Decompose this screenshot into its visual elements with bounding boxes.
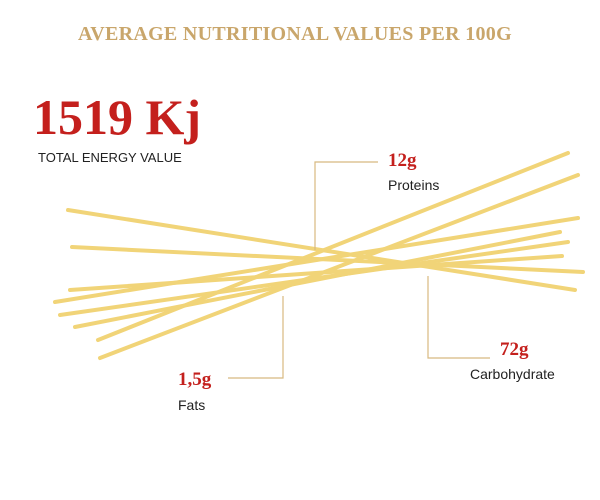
nutrient-label: Proteins xyxy=(388,177,439,193)
nutrient-label: Fats xyxy=(178,397,205,413)
nutrient-value: 1,5g xyxy=(178,369,212,390)
nutrient-value: 12g xyxy=(388,150,417,171)
leader-line xyxy=(228,296,284,379)
leader-line xyxy=(427,276,490,359)
leader-line xyxy=(314,161,378,250)
title: AVERAGE NUTRITIONAL VALUES PER 100G xyxy=(78,23,512,45)
energy-label: TOTAL ENERGY VALUE xyxy=(38,150,182,165)
energy-value: 1519 Kj xyxy=(33,89,201,145)
spaghetti xyxy=(53,151,585,360)
nutrient-value: 72g xyxy=(500,339,529,360)
nutrient-label: Carbohydrate xyxy=(470,366,555,382)
